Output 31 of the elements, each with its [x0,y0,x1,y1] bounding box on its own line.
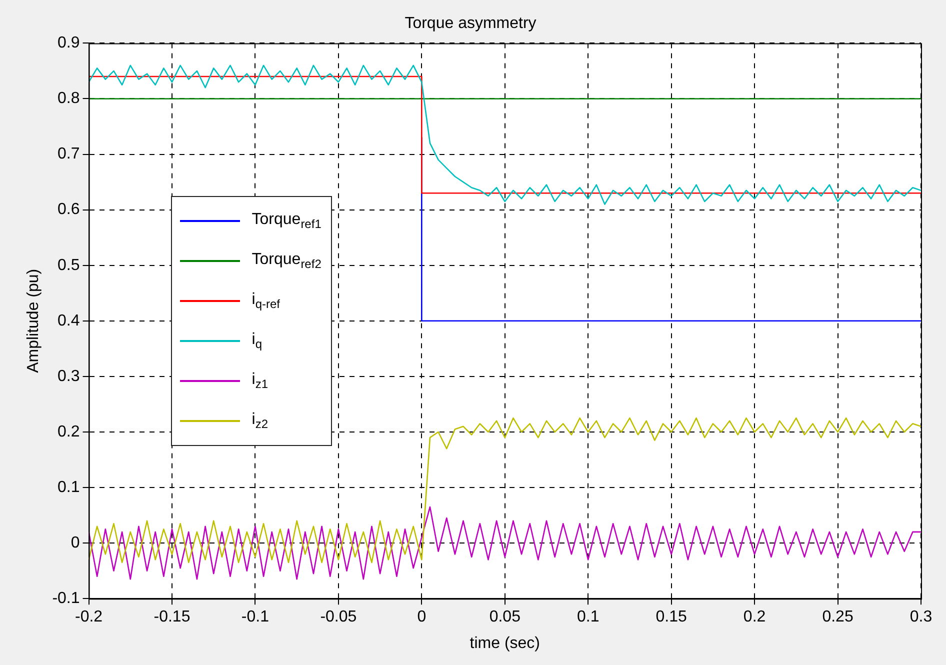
y-tick-label: 0.3 [58,368,80,385]
y-tick-label: 0.8 [58,90,80,108]
y-tick-label: 0.6 [58,201,80,218]
x-tick-label: 0.05 [489,608,521,626]
y-axis-title: Amplitude (pu) [25,268,42,373]
x-tick-label: 0.3 [910,608,932,626]
x-tick-label: -0.2 [74,608,103,626]
y-tick-label: 0 [70,534,80,552]
x-tick-label: 0.2 [743,608,766,626]
legend-label: i$_{z1}$ [252,370,268,391]
x-tick-label: 0 [417,608,426,626]
x-tick-label: -0.1 [241,608,270,626]
legend-label: i$_{z2}$ [252,410,268,431]
legend-label: Torque$_{ref1}$ [252,210,322,231]
legend-label: i$_{q}$ [252,330,262,351]
y-tick-label: 0.1 [58,478,80,496]
y-tick-label: 0.2 [58,423,80,440]
y-tick-label: 0.5 [58,256,80,274]
y-tick-label: 0.4 [58,312,80,330]
x-tick-label: 0.15 [656,608,688,626]
y-tick-label: 0.9 [58,34,80,52]
x-tick-label: 0.25 [822,608,854,626]
x-tick-label: -0.15 [154,608,190,626]
x-tick-label: -0.05 [320,608,357,626]
x-axis-title: time (sec) [470,634,540,652]
chart-title: Torque asymmetry [404,15,536,32]
legend-label: i$_{q-ref}$ [252,290,280,311]
legend-label: Torque$_{ref2}$ [252,250,322,271]
x-tick-label: 0.1 [576,608,600,626]
y-tick-label: -0.1 [52,590,80,608]
y-tick-label: 0.7 [58,146,80,163]
